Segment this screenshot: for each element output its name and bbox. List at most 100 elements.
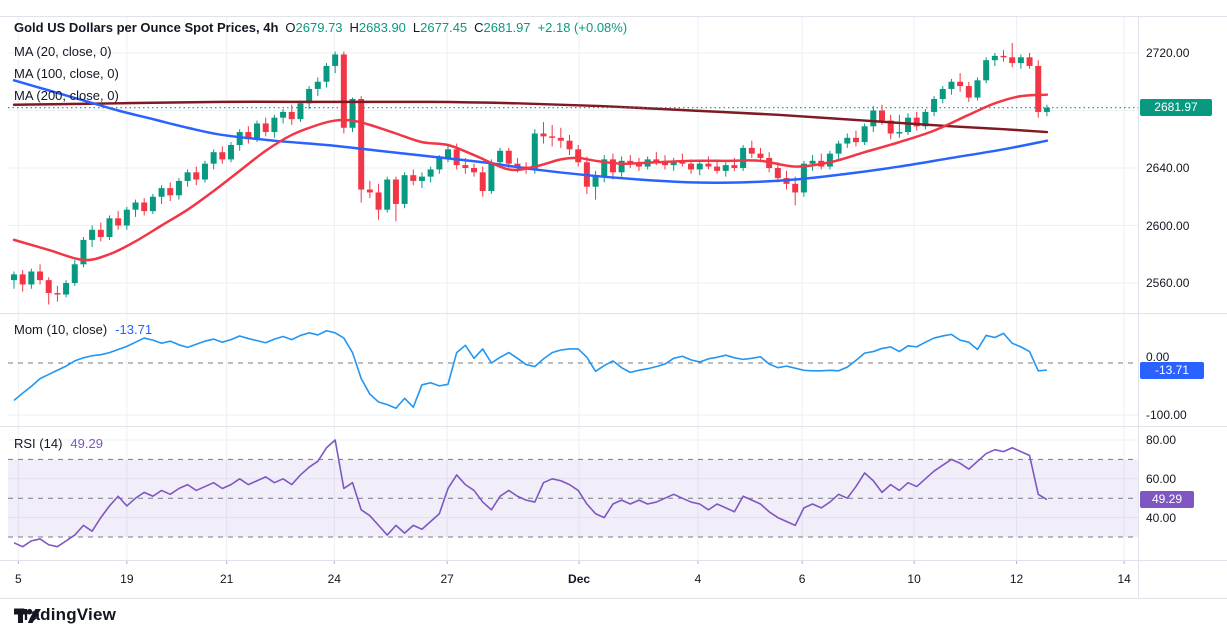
- ohlc-low: L2677.45: [412, 20, 468, 35]
- candle-down: [392, 179, 399, 204]
- ma200-legend[interactable]: MA (200, close, 0): [14, 88, 119, 103]
- candle-up: [123, 209, 130, 226]
- candle-down: [609, 159, 616, 173]
- candle-up: [896, 132, 903, 134]
- time-axis-bottom-border: [0, 598, 1227, 599]
- candle-up: [1043, 107, 1050, 112]
- candle-down: [1026, 57, 1033, 66]
- candle-up: [271, 117, 278, 133]
- time-tick-label: 10: [907, 572, 921, 586]
- time-tick-label: 14: [1117, 572, 1131, 586]
- candle-up: [149, 196, 156, 212]
- candle-down: [340, 54, 347, 128]
- candle-up: [844, 137, 851, 144]
- candle-up: [401, 175, 408, 204]
- price-tick-label: 2600.00: [1146, 218, 1190, 233]
- candles-group[interactable]: [11, 42, 1050, 305]
- tradingview-logo-icon: [14, 608, 41, 623]
- candle-up: [236, 132, 243, 145]
- candle-up: [939, 88, 946, 99]
- rsi-tick-label: 40.00: [1146, 510, 1177, 525]
- momentum-tick-label: 0.00: [1146, 350, 1170, 364]
- ma20-legend[interactable]: MA (20, close, 0): [14, 44, 112, 59]
- candle-up: [931, 99, 938, 112]
- candle-down: [662, 162, 668, 166]
- candle-up: [488, 162, 495, 191]
- price-tick-label: 2640.00: [1146, 161, 1190, 175]
- candle-down: [965, 86, 972, 98]
- candle-up: [254, 123, 261, 140]
- candle-down: [219, 152, 226, 160]
- candle-up: [618, 160, 625, 173]
- price-change: +2.18 (+0.08%): [537, 20, 628, 35]
- candle-up: [1017, 57, 1024, 64]
- candle-up: [870, 110, 877, 127]
- candle-down: [115, 218, 122, 226]
- candle-down: [731, 165, 738, 168]
- candle-up: [323, 65, 330, 82]
- candle-up: [71, 264, 78, 283]
- rsi-value-badge: 49.29: [1140, 491, 1194, 509]
- candle-down: [774, 168, 781, 179]
- ma100-legend[interactable]: MA (100, close, 0): [14, 66, 119, 81]
- ma100-line: [12, 79, 1049, 184]
- candle-up: [158, 188, 165, 197]
- chart-top-border: [0, 16, 1227, 17]
- candle-up: [132, 202, 139, 210]
- candle-down: [1000, 55, 1007, 58]
- ma200-line: [12, 100, 1049, 134]
- candle-down: [1035, 65, 1042, 112]
- candle-down: [879, 110, 885, 121]
- momentum-line: [13, 329, 1047, 410]
- candle-up: [531, 133, 538, 170]
- candle-up: [427, 169, 434, 177]
- candle-up: [314, 81, 321, 89]
- rsi-legend-value: 49.29: [70, 436, 103, 451]
- candle-up: [297, 103, 304, 120]
- price-tick-label: 2560.00: [1146, 276, 1190, 290]
- candle-down: [852, 137, 859, 143]
- rsi-legend[interactable]: RSI (14) 49.29: [14, 436, 103, 451]
- candle-down: [514, 163, 521, 167]
- candle-down: [957, 81, 964, 87]
- candle-down: [575, 149, 582, 163]
- candle-down: [688, 163, 695, 170]
- symbol-legend[interactable]: Gold US Dollars per Ounce Spot Prices, 4…: [14, 20, 627, 35]
- momentum-legend[interactable]: Mom (10, close) -13.71: [14, 322, 152, 337]
- candle-up: [80, 239, 87, 265]
- candle-down: [462, 165, 469, 168]
- tradingview-logo[interactable]: TradingView: [14, 605, 116, 625]
- candle-down: [97, 229, 104, 237]
- candle-down: [54, 293, 61, 295]
- candle-down: [748, 147, 755, 154]
- price-tick-label: 2720.00: [1146, 46, 1190, 60]
- candle-down: [410, 175, 417, 181]
- mom-rsi-divider[interactable]: [0, 426, 1227, 427]
- candle-up: [696, 163, 703, 170]
- main-mom-divider[interactable]: [0, 313, 1227, 314]
- candle-up: [384, 179, 391, 210]
- candle-down: [566, 140, 573, 150]
- candle-up: [106, 218, 113, 237]
- momentum-tick-label: -100.00: [1146, 408, 1187, 422]
- candle-down: [479, 172, 486, 191]
- candle-down: [887, 120, 894, 134]
- time-tick-label: 6: [798, 572, 806, 586]
- time-tick-label: 12: [1009, 572, 1024, 586]
- candle-down: [375, 192, 382, 210]
- candle-down: [627, 160, 634, 164]
- rsi-tick-label: 80.00: [1146, 433, 1177, 447]
- candle-down: [245, 132, 252, 140]
- current-price-badge: 2681.97: [1140, 99, 1212, 117]
- candle-down: [540, 133, 547, 137]
- candle-up: [922, 111, 929, 127]
- time-tick-label: 19: [120, 572, 134, 586]
- candle-up: [228, 145, 234, 160]
- time-axis-top-border: [0, 560, 1227, 561]
- candle-down: [262, 123, 269, 133]
- candle-down: [1009, 57, 1016, 64]
- candle-up: [974, 80, 981, 98]
- candle-up: [592, 176, 599, 187]
- candle-up: [991, 55, 998, 61]
